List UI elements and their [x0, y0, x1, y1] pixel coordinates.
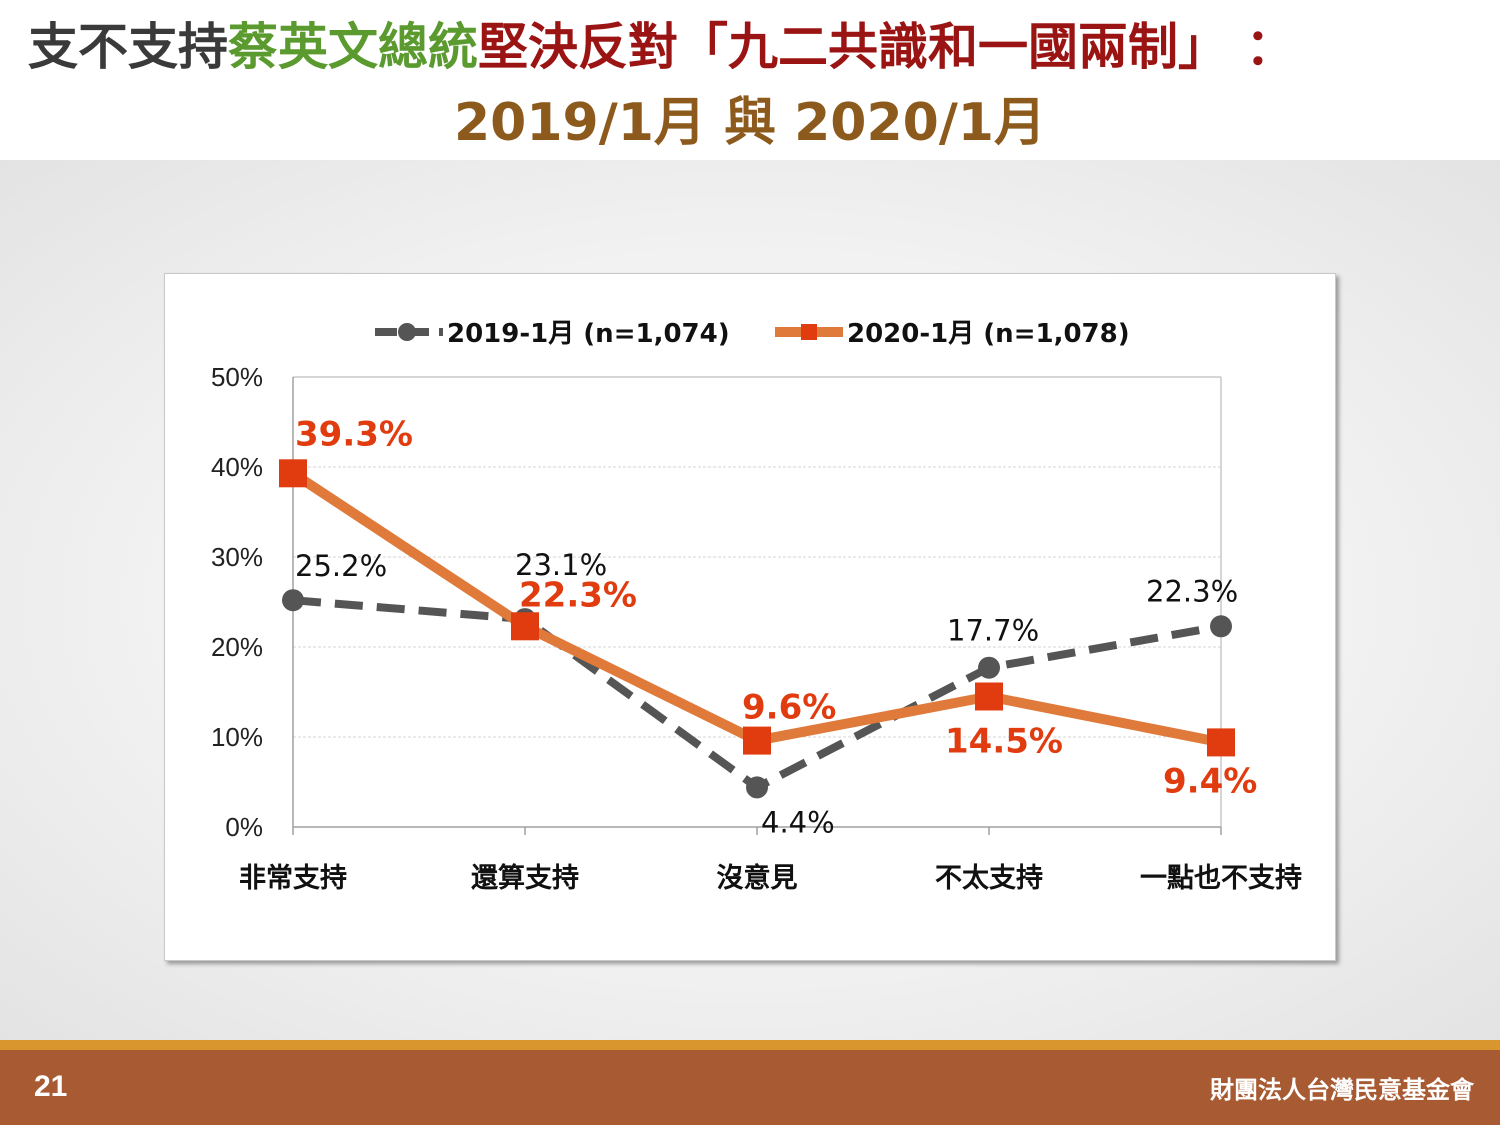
series-2020-data-label: 14.5% — [945, 722, 1063, 762]
series-2020-point — [1207, 728, 1235, 757]
slide-title: 支不支持蔡英文總統堅決反對「九二共識和一國兩制」 ： — [28, 12, 1488, 82]
x-category-label: 一點也不支持 — [1140, 863, 1302, 894]
x-category-label: 還算支持 — [471, 862, 579, 894]
y-tick-label: 30% — [211, 542, 263, 572]
series-2019-point — [1210, 615, 1232, 638]
legend-2020-marker — [801, 324, 817, 340]
series-2020-point — [511, 612, 539, 641]
title-part-3: 堅決反對「九二共識和一國兩制」 ： — [478, 18, 1296, 76]
series-2020-point — [743, 726, 771, 755]
line-chart: 0% 10% 20% 30% 40% 50% 非常支持 還算支持 沒意見 不太支持 一點也不支持 25… — [211, 319, 1302, 894]
y-tick-label: 0% — [225, 812, 263, 842]
slide-subtitle: 2019/1月 與 2020/1月 — [453, 93, 1046, 153]
page-number: 21 — [34, 1070, 68, 1103]
y-tick-label: 40% — [211, 452, 263, 482]
series-2019-data-label: 17.7% — [947, 614, 1039, 648]
y-tick-label: 10% — [211, 722, 263, 752]
series-2019-point — [282, 589, 304, 612]
series-2019-data-label: 25.2% — [295, 549, 387, 583]
organization-name: 財團法人台灣民意基金會 — [1210, 1076, 1474, 1104]
series-2020-data-label: 22.3% — [519, 575, 637, 615]
series-2019-data-label: 23.1% — [515, 548, 607, 582]
y-tick-label: 50% — [211, 362, 263, 392]
x-category-label: 不太支持 — [935, 863, 1043, 894]
series-2019-point — [978, 656, 1000, 679]
title-part-2: 蔡英文總統 — [228, 18, 478, 76]
series-2019-data-label: 4.4% — [761, 805, 835, 839]
footer-bar: 21 財團法人台灣民意基金會 — [0, 1050, 1500, 1125]
chart-frame: 0% 10% 20% 30% 40% 50% 非常支持 還算支持 沒意見 不太支持 一點也不支持 25… — [164, 273, 1336, 961]
footer-stripe — [0, 1040, 1500, 1050]
title-part-1: 支不支持 — [28, 18, 228, 76]
series-2020-point — [975, 682, 1003, 711]
series-2019-point — [746, 776, 768, 799]
series-2020-data-label: 9.4% — [1163, 761, 1257, 801]
x-category-label: 非常支持 — [239, 863, 347, 894]
legend-2019-label: 2019-1月 (n=1,074) — [447, 319, 730, 349]
series-2020-point — [279, 459, 307, 488]
series-2019-data-label: 22.3% — [1146, 574, 1238, 608]
y-tick-label: 20% — [211, 632, 263, 662]
title-area: 支不支持蔡英文總統堅決反對「九二共識和一國兩制」 ： 2019/1月 與 202… — [0, 0, 1500, 160]
series-2020-data-label: 9.6% — [742, 688, 836, 728]
legend-2019-marker — [398, 323, 416, 341]
series-2020-data-label: 39.3% — [295, 414, 413, 454]
x-category-label: 沒意見 — [717, 862, 798, 894]
legend-2020-label: 2020-1月 (n=1,078) — [847, 319, 1130, 349]
